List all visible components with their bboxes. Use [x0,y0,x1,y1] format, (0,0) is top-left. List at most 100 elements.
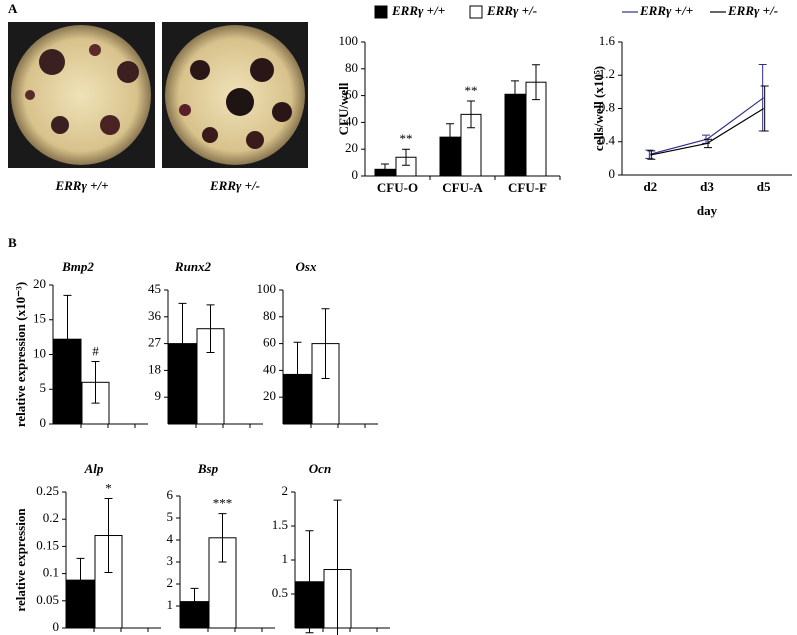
panel-label: A [8,1,18,16]
y-tick-label: 0.15 [36,537,59,552]
y-tick-label: 20 [263,388,276,403]
error-bar [305,530,314,634]
error-bar [760,85,769,132]
y-tick-label: 3 [167,553,174,568]
significance-label: # [92,343,99,358]
y-tick-label: 100 [339,33,359,48]
y-tick-label: 2 [167,575,174,590]
error-bar [190,587,199,616]
error-bar [104,498,113,574]
y-tick-label: 60 [263,335,276,350]
x-tick-label: CFU-A [442,180,483,195]
error-bar [532,64,540,101]
y-tick-label: 80 [263,308,276,323]
y-tick-label: 27 [148,335,162,350]
y-tick-label: 0 [53,619,60,634]
y-tick-label: 6 [167,487,174,502]
x-tick-label: d2 [643,179,657,194]
photo-caption: ERRγ +/+ [54,178,108,193]
y-tick-label: 9 [155,388,162,403]
y-tick-label: 1 [282,551,289,566]
error-bar [704,138,712,149]
y-axis-label: relative expression [13,508,28,612]
error-bar [76,557,85,603]
y-tick-label: 0 [609,166,616,181]
error-bar [402,148,410,166]
y-tick-label: 0.8 [599,99,615,114]
photo-caption: ERRγ +/- [209,178,260,193]
error-bar [511,80,519,109]
chart-title: Osx [296,259,317,274]
y-tick-label: 2 [282,483,289,498]
significance-label: * [105,481,112,496]
y-tick-label: 40 [345,113,358,128]
y-tick-label: 10 [33,345,46,360]
y-tick-label: 5 [40,380,47,395]
legend-swatch [374,5,388,19]
y-tick-label: 45 [148,281,161,296]
error-bar [758,63,767,132]
chart-title: Bmp2 [61,259,94,274]
y-tick-label: 80 [345,60,358,75]
legend-label: ERRγ +/- [486,3,537,18]
error-bar [467,100,475,129]
significance-label: ** [465,83,478,98]
error-bar [381,163,389,176]
photo [8,22,155,168]
y-tick-label: 15 [33,311,46,326]
chart-title: Runx2 [174,259,212,274]
panel-label: B [8,235,17,250]
y-tick-label: 100 [257,281,277,296]
legend-label: ERRγ +/+ [391,3,445,18]
legend-label: ERRγ +/- [727,3,778,18]
line [650,97,765,155]
x-tick-label: CFU-F [508,180,547,195]
error-bar [293,341,302,408]
y-tick-label: 36 [148,308,162,323]
error-bar [218,513,227,563]
y-tick-label: 20 [33,276,46,291]
chart-title: Ocn [309,461,331,476]
significance-label: *** [213,496,233,511]
legend-label: ERRγ +/+ [639,3,693,18]
y-tick-label: 0.2 [43,510,59,525]
y-tick-label: 0.4 [599,133,616,148]
line [650,107,764,156]
y-tick-label: 1.5 [272,517,288,532]
y-tick-label: 0.05 [36,592,59,607]
x-tick-label: d3 [700,179,714,194]
significance-label: ** [400,131,413,146]
error-bar [206,304,215,354]
y-axis-label: cells/well (x10⁵) [591,66,606,151]
legend-swatch [469,5,483,19]
y-tick-label: 1.2 [599,66,615,81]
y-tick-label: 0.1 [43,565,59,580]
y-axis-label: CFU/well [336,82,351,135]
error-bar [321,308,330,379]
x-axis-label: day [697,203,718,218]
y-tick-label: 5 [167,509,174,524]
y-tick-label: 40 [263,361,276,376]
chart-title: Bsp [197,461,219,476]
y-tick-label: 60 [345,87,358,102]
photo [162,22,308,168]
y-tick-label: 0 [40,415,47,430]
error-bar [446,123,454,152]
y-tick-label: 0 [352,167,359,182]
error-bar [333,499,342,635]
error-bar [91,360,100,404]
y-tick-label: 1 [167,597,174,612]
x-tick-label: d5 [757,179,771,194]
y-tick-label: 0.25 [36,483,59,498]
y-axis-label: relative expression (x10⁻³) [13,282,28,427]
x-tick-label: CFU-O [377,180,418,195]
y-tick-label: 0.5 [272,585,288,600]
error-bar [647,150,656,160]
error-bar [178,302,187,385]
y-tick-label: 1.6 [599,33,616,48]
error-bar [645,149,654,159]
y-tick-label: 20 [345,140,358,155]
y-tick-label: 18 [148,361,161,376]
error-bar [63,294,72,384]
